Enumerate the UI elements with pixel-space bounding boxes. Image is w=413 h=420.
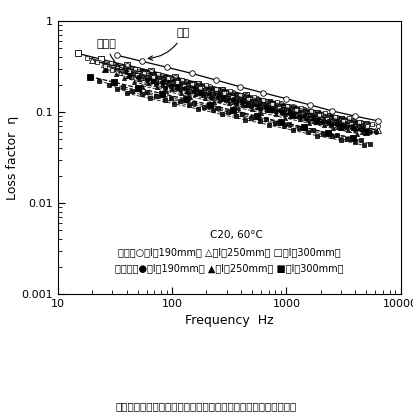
Text: 反共振（●：l＝190mm， ▲：l＝250mm， ■：l＝300mm）: 反共振（●：l＝190mm， ▲：l＝250mm， ■：l＝300mm）: [115, 263, 344, 273]
Y-axis label: Loss factor  η: Loss factor η: [5, 116, 19, 200]
Text: C20, 60°C: C20, 60°C: [210, 230, 263, 240]
Text: 反共振: 反共振: [97, 39, 129, 72]
Text: 共振（○：l＝190mm， △：l＝250mm， □：l＝300mm）: 共振（○：l＝190mm， △：l＝250mm， □：l＝300mm）: [118, 247, 341, 257]
Text: 中央加振法の共振、反共振周波数で測定した制振鬼板の損失係数: 中央加振法の共振、反共振周波数で測定した制振鬼板の損失係数: [116, 402, 297, 412]
Text: 共振: 共振: [148, 28, 190, 60]
X-axis label: Frequency  Hz: Frequency Hz: [185, 315, 273, 328]
